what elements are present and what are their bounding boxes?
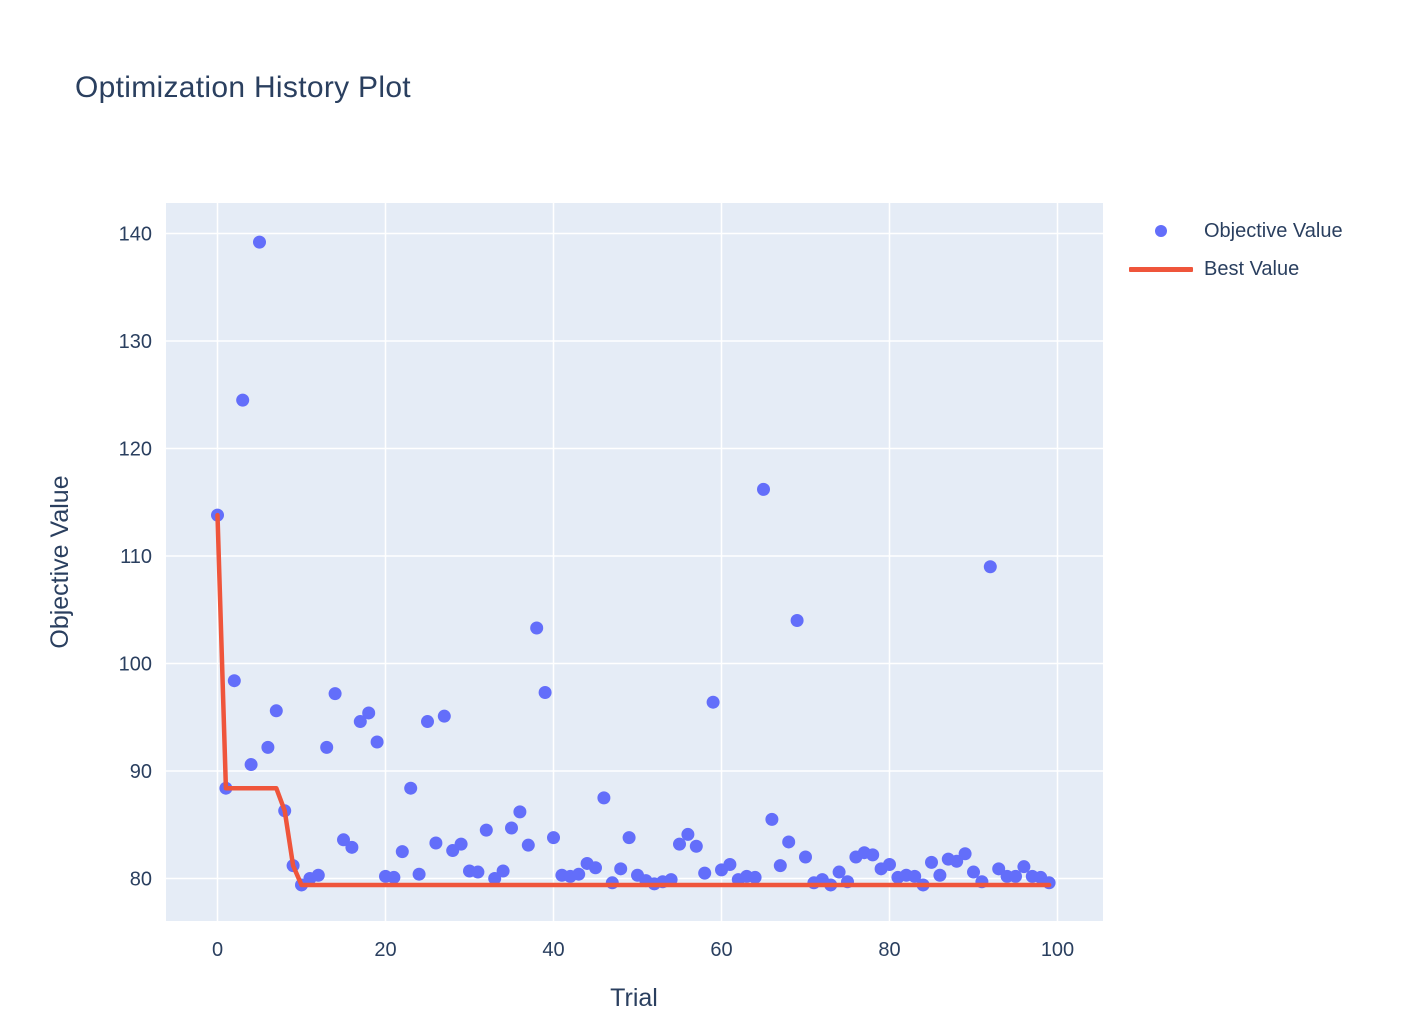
- x-tick-label: 0: [212, 939, 223, 961]
- x-tick-labels: 0 20 40 60 80 100: [212, 939, 1074, 961]
- objective-point[interactable]: [253, 235, 266, 249]
- objective-point[interactable]: [404, 781, 418, 795]
- objective-point[interactable]: [261, 740, 275, 754]
- y-axis-title: Objective Value: [46, 475, 74, 648]
- objective-point[interactable]: [538, 686, 552, 700]
- y-tick-label: 100: [119, 654, 152, 676]
- objective-point[interactable]: [958, 847, 972, 861]
- legend-label-best-value: Best Value: [1204, 257, 1300, 280]
- x-axis-title: Trial: [610, 984, 658, 1012]
- chart-title: Optimization History Plot: [75, 71, 411, 104]
- best-value-line-icon: [1128, 266, 1194, 272]
- x-tick-label: 40: [542, 939, 564, 961]
- x-tick-label: 60: [710, 939, 732, 961]
- objective-point[interactable]: [572, 867, 586, 881]
- objective-point[interactable]: [757, 482, 770, 496]
- best-value-line-layer[interactable]: [215, 512, 1052, 888]
- objective-point[interactable]: [698, 866, 712, 880]
- objective-point[interactable]: [773, 859, 787, 873]
- objective-point[interactable]: [673, 837, 686, 851]
- y-tick-label: 80: [130, 869, 152, 891]
- objective-point[interactable]: [227, 674, 241, 688]
- objective-point[interactable]: [883, 858, 896, 872]
- y-tick-labels: 80 90 100 110 120 130 140: [119, 224, 152, 891]
- objective-point[interactable]: [505, 821, 518, 835]
- objective-point[interactable]: [496, 864, 510, 878]
- objective-point[interactable]: [530, 621, 544, 635]
- y-tick-label: 140: [119, 224, 152, 246]
- objective-point[interactable]: [967, 865, 980, 879]
- objective-point[interactable]: [765, 812, 779, 826]
- objective-point[interactable]: [236, 393, 250, 407]
- objective-point[interactable]: [933, 868, 947, 882]
- objective-point[interactable]: [337, 833, 350, 847]
- objective-point[interactable]: [689, 839, 703, 853]
- objective-point[interactable]: [547, 831, 560, 845]
- objective-point[interactable]: [782, 835, 796, 849]
- gridlines: [166, 203, 1103, 921]
- y-tick-label: 110: [120, 546, 152, 568]
- x-tick-label: 100: [1041, 939, 1074, 961]
- objective-point[interactable]: [395, 845, 409, 859]
- objective-point[interactable]: [622, 831, 636, 845]
- y-tick-label: 120: [119, 439, 152, 461]
- objective-point[interactable]: [925, 855, 938, 869]
- legend-item-best-value[interactable]: Best Value: [1128, 250, 1343, 288]
- objective-point[interactable]: [992, 862, 1006, 876]
- objective-point[interactable]: [387, 870, 401, 884]
- objective-point[interactable]: [345, 840, 359, 854]
- legend: Objective Value Best Value: [1128, 212, 1343, 288]
- objective-point[interactable]: [320, 740, 334, 754]
- plot-background-rect: [166, 203, 1103, 921]
- objective-point[interactable]: [412, 867, 426, 881]
- objective-point[interactable]: [983, 560, 997, 574]
- objective-point[interactable]: [269, 704, 283, 718]
- legend-label-objective-value: Objective Value: [1204, 219, 1343, 242]
- y-tick-label: 90: [130, 761, 152, 783]
- objective-point[interactable]: [488, 872, 502, 885]
- objective-point[interactable]: [950, 854, 964, 868]
- objective-point[interactable]: [832, 865, 846, 879]
- objective-point[interactable]: [1009, 869, 1022, 883]
- objective-point[interactable]: [471, 865, 485, 879]
- objective-point[interactable]: [589, 861, 602, 875]
- plot-background: [166, 203, 1103, 921]
- objective-point[interactable]: [908, 869, 922, 883]
- objective-point[interactable]: [513, 805, 527, 819]
- objective-point[interactable]: [790, 614, 804, 627]
- objective-point[interactable]: [437, 709, 451, 723]
- objective-point[interactable]: [429, 836, 443, 850]
- objective-point[interactable]: [866, 848, 880, 862]
- objective-point[interactable]: [244, 758, 258, 772]
- objective-point[interactable]: [1017, 860, 1031, 874]
- objective-point[interactable]: [723, 858, 737, 872]
- objective-point[interactable]: [328, 687, 342, 701]
- objective-point[interactable]: [681, 827, 695, 841]
- objective-point[interactable]: [614, 862, 628, 876]
- objective-point[interactable]: [362, 706, 376, 720]
- objective-point[interactable]: [597, 791, 611, 805]
- objective-point[interactable]: [353, 715, 367, 729]
- objective-point[interactable]: [454, 837, 468, 851]
- objective-point[interactable]: [706, 695, 720, 709]
- objective-point[interactable]: [521, 838, 535, 852]
- x-tick-label: 20: [374, 939, 396, 961]
- legend-item-objective-value[interactable]: Objective Value: [1128, 212, 1343, 250]
- objective-point[interactable]: [370, 735, 384, 749]
- objective-point[interactable]: [421, 715, 434, 729]
- objective-value-marker-icon: [1128, 225, 1194, 237]
- objective-point[interactable]: [748, 870, 762, 884]
- objective-point[interactable]: [479, 823, 493, 837]
- objective-point[interactable]: [311, 868, 325, 882]
- y-tick-label: 130: [119, 331, 152, 353]
- objective-point[interactable]: [799, 850, 812, 864]
- x-tick-label: 80: [878, 939, 900, 961]
- best-value-line[interactable]: [215, 512, 1052, 888]
